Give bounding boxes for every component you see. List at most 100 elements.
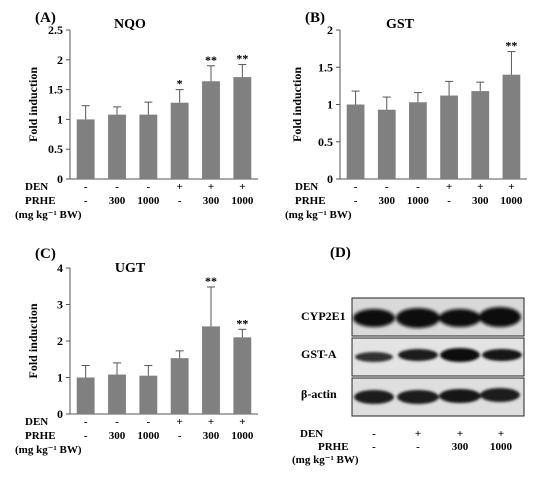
y-tick-label: 2	[57, 334, 63, 348]
bar	[471, 91, 490, 179]
blot-prhe-cell: 1000	[490, 441, 513, 453]
blot-prhe-cell: 300	[452, 441, 469, 453]
y-tick-label: 1.5	[318, 60, 333, 74]
prhe-cell: -	[84, 430, 88, 442]
blot-band	[354, 390, 394, 404]
bar	[233, 77, 252, 179]
prhe-row-label: PRHE	[295, 195, 326, 207]
blot-band	[479, 307, 521, 327]
den-cell: -	[385, 181, 389, 193]
den-cell: +	[508, 181, 514, 193]
y-tick-label: 2	[57, 53, 63, 67]
blot-den-cell: +	[415, 428, 421, 440]
prhe-cell: -	[178, 195, 182, 207]
blot-band	[480, 388, 520, 402]
prhe-cell: 1000	[231, 195, 254, 207]
den-cell: +	[239, 181, 245, 193]
bar	[76, 377, 95, 414]
den-cell: -	[84, 416, 88, 428]
den-cell: +	[208, 181, 214, 193]
den-row-label: DEN	[295, 181, 318, 193]
chart-title: UGT	[115, 261, 146, 276]
prhe-row-label: PRHE	[25, 430, 56, 442]
blot-protein-label: GST-A	[301, 347, 337, 361]
bar	[409, 102, 427, 179]
blot-band	[396, 308, 440, 328]
prhe-cell: 300	[203, 195, 220, 207]
blot-band	[398, 349, 438, 361]
y-tick-label: 0.5	[48, 142, 63, 156]
panel-label: (C)	[35, 246, 56, 262]
blot-prhe-cell: -	[416, 441, 420, 453]
den-cell: +	[177, 416, 183, 428]
y-axis-label: Fold induction	[26, 303, 40, 378]
bar	[170, 102, 189, 179]
y-tick-label: 1	[327, 98, 333, 112]
prhe-cell: 1000	[500, 195, 523, 207]
prhe-cell: 1000	[407, 195, 430, 207]
prhe-cell: 1000	[231, 430, 254, 442]
blot-den-cell: +	[457, 428, 463, 440]
y-tick-label: 3	[57, 298, 63, 312]
y-axis-label: Fold induction	[26, 67, 40, 142]
prhe-row-label: PRHE	[25, 195, 56, 207]
blot-band	[397, 390, 439, 404]
blot-protein-label: β-actin	[301, 387, 337, 401]
prhe-cell: -	[84, 195, 88, 207]
bar	[108, 114, 126, 179]
bar	[76, 119, 95, 179]
prhe-cell: -	[178, 430, 182, 442]
blot-band	[355, 352, 393, 362]
prhe-cell: 300	[203, 430, 220, 442]
y-axis-label: Fold induction	[290, 67, 304, 142]
bar	[202, 326, 220, 414]
prhe-cell: 300	[379, 195, 396, 207]
prhe-cell: 300	[109, 195, 126, 207]
y-tick-label: 0	[327, 172, 333, 186]
blot-protein-label: CYP2E1	[301, 309, 346, 323]
panel-label: (A)	[35, 10, 56, 26]
chart-title: NQO	[114, 17, 146, 32]
den-cell: -	[84, 181, 88, 193]
blot-band	[353, 309, 395, 327]
significance-mark: **	[205, 53, 217, 67]
den-cell: -	[115, 416, 119, 428]
den-cell: -	[354, 181, 358, 193]
bar	[108, 374, 126, 414]
y-tick-label: 1	[57, 112, 63, 126]
den-cell: +	[446, 181, 452, 193]
unit-label: (mg kg⁻¹ BW)	[15, 209, 82, 221]
unit-label: (mg kg⁻¹ BW)	[15, 444, 82, 456]
bar-chart-ugt: (C) UGT 0 1 2 3 4 Fold induction ** ** DEN PRHE (mg …	[15, 246, 258, 456]
y-tick-label: 1.5	[48, 83, 63, 97]
den-cell: -	[146, 416, 150, 428]
bar	[233, 337, 252, 414]
bar	[377, 109, 396, 179]
bar	[170, 358, 189, 414]
blot-band-row	[354, 388, 520, 404]
blot-prhe-label: PRHE	[318, 441, 349, 453]
blot-band	[440, 348, 480, 362]
prhe-cell: -	[447, 195, 451, 207]
significance-mark: **	[236, 316, 248, 330]
unit-label: (mg kg⁻¹ BW)	[285, 209, 352, 221]
panel-label: (B)	[305, 10, 325, 26]
blot-unit-label: (mg kg⁻¹ BW)	[292, 454, 359, 466]
den-row-label: DEN	[25, 181, 48, 193]
blot-band	[482, 349, 522, 361]
prhe-cell: -	[354, 195, 358, 207]
bar-chart-gst: (B) GST 0 0.5 1 1.5 2 Fold induction ** DEN PRHE (m…	[285, 10, 527, 221]
y-tick-label: 0	[57, 407, 63, 421]
den-cell: +	[477, 181, 483, 193]
prhe-cell: 300	[472, 195, 489, 207]
den-cell: +	[239, 416, 245, 428]
significance-mark: *	[177, 77, 183, 91]
bar	[139, 114, 158, 179]
blot-den-cell: +	[498, 428, 504, 440]
blot-prhe-cell: -	[372, 441, 376, 453]
bar	[346, 104, 365, 179]
prhe-cell: 1000	[137, 195, 160, 207]
blot-band-row	[353, 307, 521, 328]
